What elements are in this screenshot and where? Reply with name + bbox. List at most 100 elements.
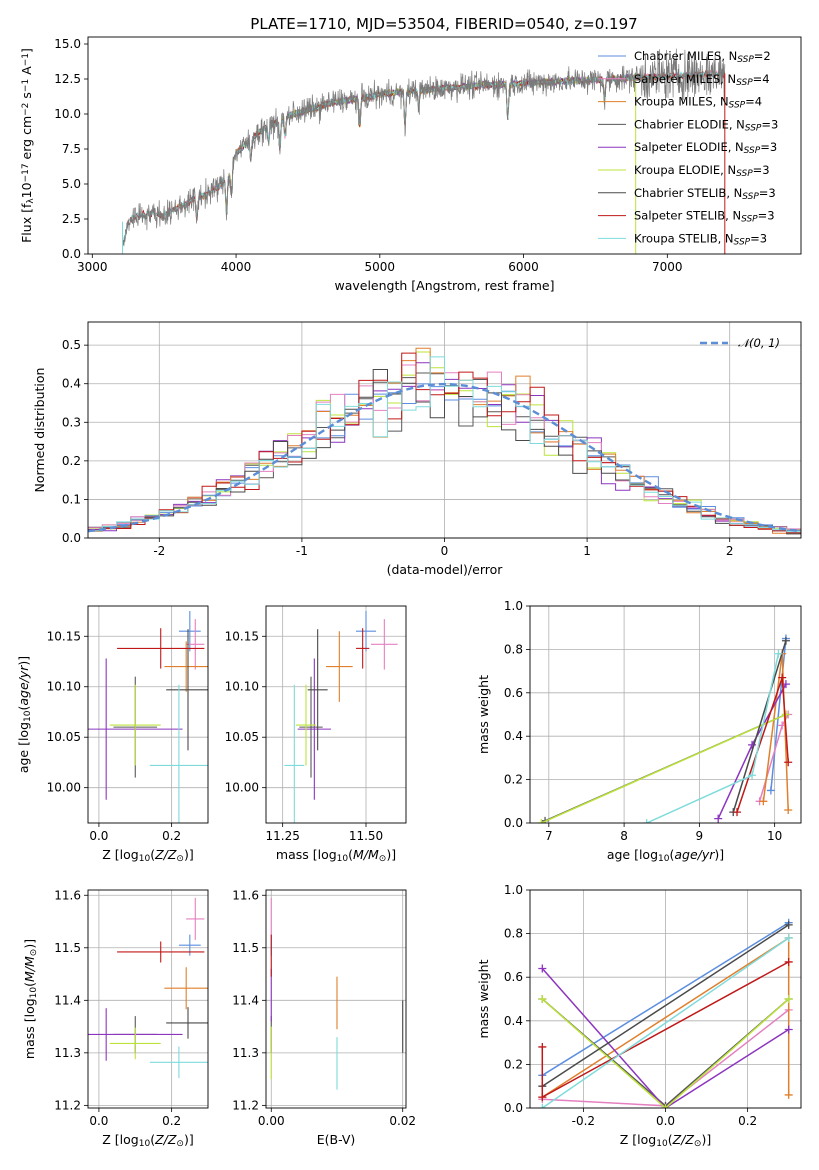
weight-marker (784, 957, 793, 966)
legend: 𝒩(0, 1) (700, 336, 780, 350)
legend-entry: Kroupa MILES, NSSP=4 (634, 95, 762, 111)
legend-entry: Kroupa STELIB, NSSP=3 (634, 231, 767, 247)
axes-frame (87, 321, 802, 539)
x-tick-label: 4000 (221, 260, 252, 274)
label-part: SSP (741, 215, 758, 225)
legend-entry: Salpeter MILES, NSSP=4 (634, 72, 770, 88)
error-bar-point (88, 1008, 183, 1061)
x-tick-label: 10 (767, 829, 782, 843)
error-bar-point (164, 967, 208, 1010)
x-axis-label: Z [log10(Z/Z⊙)] (102, 1132, 193, 1149)
weight-series-line (732, 640, 787, 813)
mass_vs_EBV-marks (270, 897, 404, 1090)
y-axis-label: mass weight (476, 959, 491, 1038)
error-bar-point (117, 941, 205, 963)
x-tick-label: 0.0 (656, 1114, 675, 1128)
y-tick-label: 0.0 (62, 531, 81, 545)
x-tick-label: 0.0 (89, 1114, 108, 1128)
y-tick-label: 10.00 (225, 781, 259, 795)
label-part: SSP (737, 55, 754, 65)
error-bar-point (356, 628, 370, 669)
error-bar-point (284, 684, 305, 823)
label-part: 10 (658, 854, 670, 864)
x-tick-label: 7 (545, 829, 553, 843)
mass_vs_EBV-frame: 0.00 0.02 11.2 11.3 11.4 11.5 11.6 E(B-V) (232, 888, 416, 1147)
label-part: SSP (736, 78, 753, 88)
y-tick-label: 0.0 (504, 1101, 523, 1115)
label-part: Salpeter MILES, N (634, 72, 736, 86)
spectrum-panel: 3000 4000 5000 6000 7000 0.0 2.5 5.0 7.5 10.0 12.5… (19, 36, 802, 293)
label-part: Salpeter ELODIE, N (634, 140, 744, 154)
weight-marker (733, 808, 742, 817)
label-part: )] (714, 847, 724, 862)
error-bar-point (149, 684, 208, 823)
weight-marker (538, 964, 547, 973)
label-part: )] (184, 847, 194, 862)
weight_vs_Z-panel: -0.2 0.0 0.2 0.0 0.2 0.4 0.6 0.8 1.0 Z [log10(Z/Z… (476, 883, 802, 1149)
weight-marker (784, 758, 793, 767)
error-bar-point (297, 658, 331, 800)
x-tick-label: 11.25 (265, 829, 299, 843)
label-part: −1 (21, 53, 31, 66)
age_vs_Z-marks (88, 611, 208, 823)
label-part: wavelength [Angstrom, rest frame] (334, 278, 554, 293)
spectrum-marks (122, 48, 726, 254)
age_vs_mass-frame: 11.25 11.50 10.00 10.05 10.10 10.15 mass [log1… (225, 605, 407, 864)
label-part: ( (150, 1132, 155, 1147)
weight-marker (714, 814, 723, 823)
plot-layer: 3000 4000 5000 6000 70000.02.55.07.510.012.5… (16, 36, 802, 1149)
label-part: ⊙ (176, 854, 184, 864)
y-tick-label: 1.0 (504, 599, 523, 613)
label-part: mass [log (276, 847, 337, 862)
label-part: age [log (607, 847, 658, 862)
y-tick-label: 0.2 (504, 773, 523, 787)
x-tick-label: 6000 (508, 260, 539, 274)
legend-entry: Chabrier ELODIE, NSSP=3 (634, 117, 778, 133)
weight-marker (784, 1090, 793, 1099)
weight-series-line (541, 937, 790, 1108)
label-part: Z/Z (672, 1132, 695, 1147)
mass_vs_Z-panel: 0.0 0.211.211.311.411.511.6Z [log10(Z/Z⊙)… (22, 888, 209, 1149)
weight-marker (784, 933, 793, 942)
y-tick-label: 11.3 (54, 1046, 81, 1060)
label-part: 10 (656, 1139, 668, 1149)
error-bar-point (371, 619, 398, 670)
label-part: 10 (29, 987, 39, 999)
x-tick-label: 0.2 (738, 1114, 757, 1128)
y-tick-label: 11.6 (54, 888, 81, 902)
residuals-panel: -2 -1 0 1 2 0.0 0.1 0.2 0.3 0.4 0.5 (data-model)/er… (32, 321, 802, 577)
legend-entry: Chabrier MILES, NSSP=2 (634, 49, 771, 65)
legend-entry: 𝒩(0, 1) (738, 336, 780, 350)
mass_vs_Z-frame: 0.0 0.211.211.311.411.511.6Z [log10(Z/Z⊙)… (22, 888, 209, 1149)
label-part: M/M (353, 847, 379, 862)
y-tick-label: 0.6 (504, 970, 523, 984)
label-part: Z/Z (154, 1132, 177, 1147)
residuals-marks (88, 347, 801, 535)
y-axis-label: age [log10(age/yr)] (16, 656, 33, 773)
figure-title: PLATE=1710, MJD=53504, FIBERID=0540, z=0… (250, 15, 637, 33)
y-tick-label: 1.0 (504, 883, 523, 897)
weight-marker (784, 995, 793, 1003)
label-part: 10 (139, 1139, 151, 1149)
y-tick-label: 11.6 (232, 888, 259, 902)
x-tick-label: -2 (153, 544, 165, 558)
error-bar-point (356, 611, 376, 652)
weight-marker (784, 920, 793, 929)
weight-marker (537, 819, 546, 823)
weight_vs_Z-frame: -0.2 0.0 0.2 0.0 0.2 0.4 0.6 0.8 1.0 Z [log10(Z/Z… (476, 883, 802, 1149)
label-part: =3 (760, 140, 777, 154)
model-fit-line (221, 72, 637, 212)
label-part: Z/Z (154, 847, 177, 862)
label-part: =3 (759, 186, 776, 200)
label-part: =2 (754, 49, 771, 63)
weight-marker (748, 740, 757, 749)
label-part: 10 (139, 854, 151, 864)
y-tick-label: 10.10 (225, 680, 259, 694)
x-axis-label: wavelength [Angstrom, rest frame] (334, 278, 554, 293)
weight-marker (778, 673, 787, 682)
label-part: E(B-V) (317, 1132, 356, 1147)
y-tick-label: 11.5 (232, 941, 259, 955)
label-part: )] (22, 939, 37, 949)
